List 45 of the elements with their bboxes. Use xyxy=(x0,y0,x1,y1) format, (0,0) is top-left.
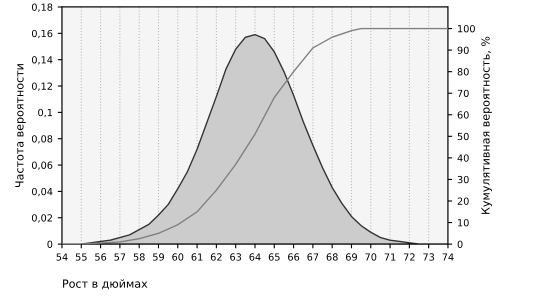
y-tick-label: 0,04 xyxy=(32,188,52,196)
y-axis-title: Частота вероятности xyxy=(15,64,26,188)
y-tick-label: 0,16 xyxy=(32,30,52,38)
x-tick-label: 65 xyxy=(268,253,280,261)
x-tick-label: 64 xyxy=(249,253,261,261)
x-tick-label: 60 xyxy=(172,253,184,261)
x-tick-label: 55 xyxy=(76,253,87,261)
x-tick-label: 58 xyxy=(134,253,145,261)
x-tick-label: 71 xyxy=(384,253,396,261)
x-tick-label: 72 xyxy=(404,253,415,261)
y2-tick-label: 0 xyxy=(458,240,463,248)
y2-tick-label: 30 xyxy=(458,176,469,184)
y-tick-label: 0,02 xyxy=(32,214,52,223)
y2-tick-label: 10 xyxy=(458,219,469,226)
x-tick-label: 54 xyxy=(56,253,68,261)
y2-axis-title: Кумулятивная вероятность, % xyxy=(481,36,492,214)
x-tick-label: 63 xyxy=(230,253,242,261)
x-tick-label: 62 xyxy=(210,253,222,261)
x-tick-label: 74 xyxy=(442,253,454,261)
y2-tick-label: 20 xyxy=(458,197,469,205)
x-tick-label: 56 xyxy=(95,253,106,261)
x-tick-label: 57 xyxy=(114,253,126,261)
y2-tick-label: 90 xyxy=(458,46,469,54)
x-tick-label: 67 xyxy=(307,253,318,261)
x-tick-label: 61 xyxy=(192,253,202,261)
y2-tick-label: 60 xyxy=(458,111,469,119)
y-tick-label: 0,12 xyxy=(32,82,52,91)
y2-tick-label: 80 xyxy=(458,68,469,76)
y-tick-label: 0,08 xyxy=(32,135,52,144)
x-tick-label: 68 xyxy=(326,253,338,261)
x-tick-label: 70 xyxy=(365,253,376,261)
x-tick-label: 69 xyxy=(346,253,357,261)
y-tick-label: 0,14 xyxy=(32,56,52,65)
x-tick-label: 66 xyxy=(288,253,300,261)
y2-tick-label: 40 xyxy=(457,154,469,162)
y-tick-label: 0 xyxy=(47,240,52,248)
y-tick-label: 0,06 xyxy=(32,162,52,170)
x-tick-label: 59 xyxy=(153,253,164,261)
y2-tick-label: 70 xyxy=(458,90,469,98)
y-tick-label: 0,1 xyxy=(38,108,52,118)
x-axis-title: Рост в дюймах xyxy=(63,279,148,290)
x-tick-label: 73 xyxy=(423,253,434,261)
y2-tick-label: 100 xyxy=(458,25,475,32)
y2-tick-label: 50 xyxy=(458,132,469,140)
y-tick-label: 0,18 xyxy=(32,3,52,12)
